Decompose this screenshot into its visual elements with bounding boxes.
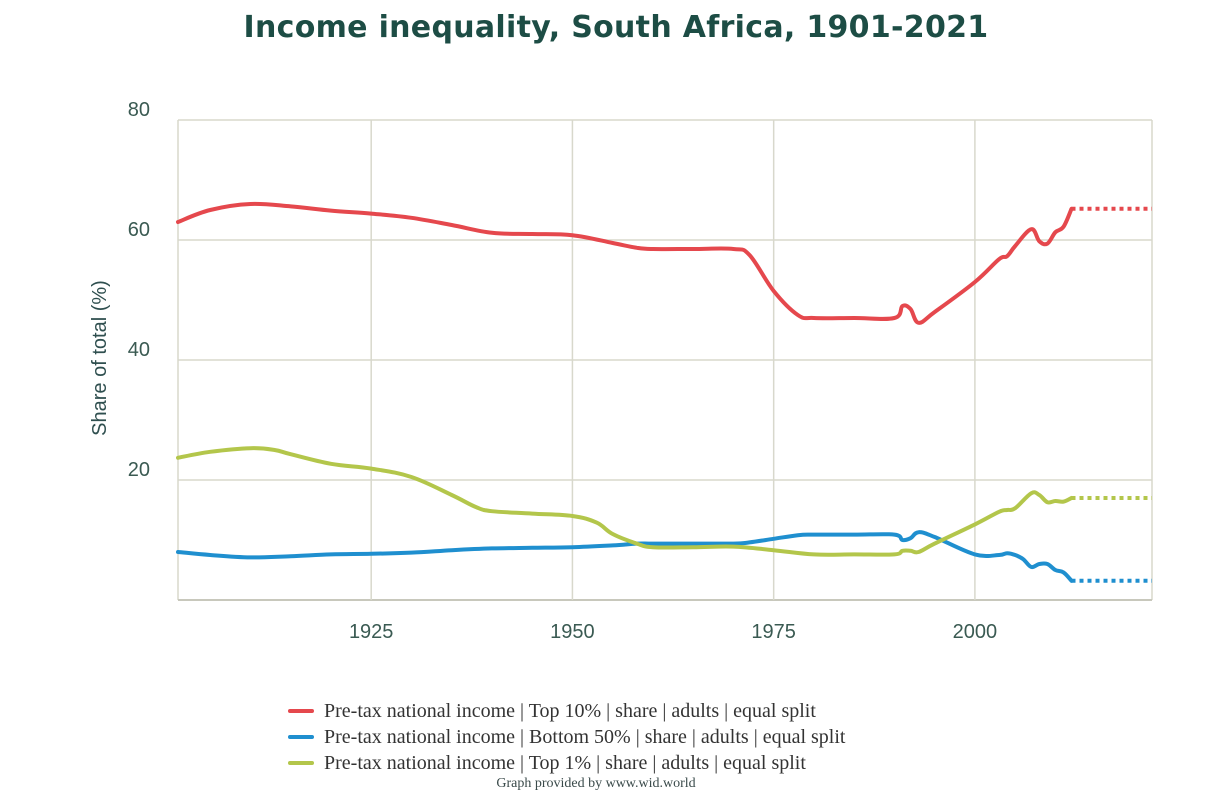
legend-label-top10: Pre-tax national income | Top 10% | shar…: [324, 699, 816, 722]
line-chart: 20 40 60 80 1925 1950 1975 2000 Share of total …: [89, 99, 1153, 643]
series-line-top10: [176, 201, 1074, 325]
y-tick-label-60: 60: [128, 219, 150, 241]
legend: Pre-tax national income | Top 10% | shar…: [288, 698, 1048, 776]
y-tick-label-40: 40: [128, 339, 150, 361]
series-line-bottom50: [176, 530, 1074, 583]
chart-title: Income inequality, South Africa, 1901-20…: [243, 10, 989, 45]
y-axis-label: Share of total (%): [89, 280, 111, 436]
y-tick-label-80: 80: [128, 99, 150, 121]
x-tick-label-1925: 1925: [349, 621, 394, 643]
series-line-top1: [176, 446, 1074, 557]
y-tick-label-20: 20: [128, 459, 150, 481]
grid: [177, 119, 1153, 601]
x-tick-label-1950: 1950: [550, 621, 595, 643]
legend-label-top1: Pre-tax national income | Top 1% | share…: [324, 751, 806, 774]
legend-item-top1[interactable]: Pre-tax national income | Top 1% | share…: [288, 750, 1048, 776]
x-tick-label-2000: 2000: [953, 621, 998, 643]
legend-label-bottom50: Pre-tax national income | Bottom 50% | s…: [324, 725, 846, 748]
axis-ticks: 20 40 60 80 1925 1950 1975 2000: [128, 99, 997, 643]
legend-item-bottom50[interactable]: Pre-tax national income | Bottom 50% | s…: [288, 724, 1048, 750]
credit-text: Graph provided by www.wid.world: [496, 776, 696, 791]
legend-swatch-top1: [288, 761, 314, 765]
legend-item-top10[interactable]: Pre-tax national income | Top 10% | shar…: [288, 698, 1048, 724]
x-tick-label-1975: 1975: [751, 621, 796, 643]
legend-swatch-bottom50: [288, 735, 314, 739]
legend-swatch-top10: [288, 709, 314, 713]
series-lines: [176, 201, 1152, 583]
